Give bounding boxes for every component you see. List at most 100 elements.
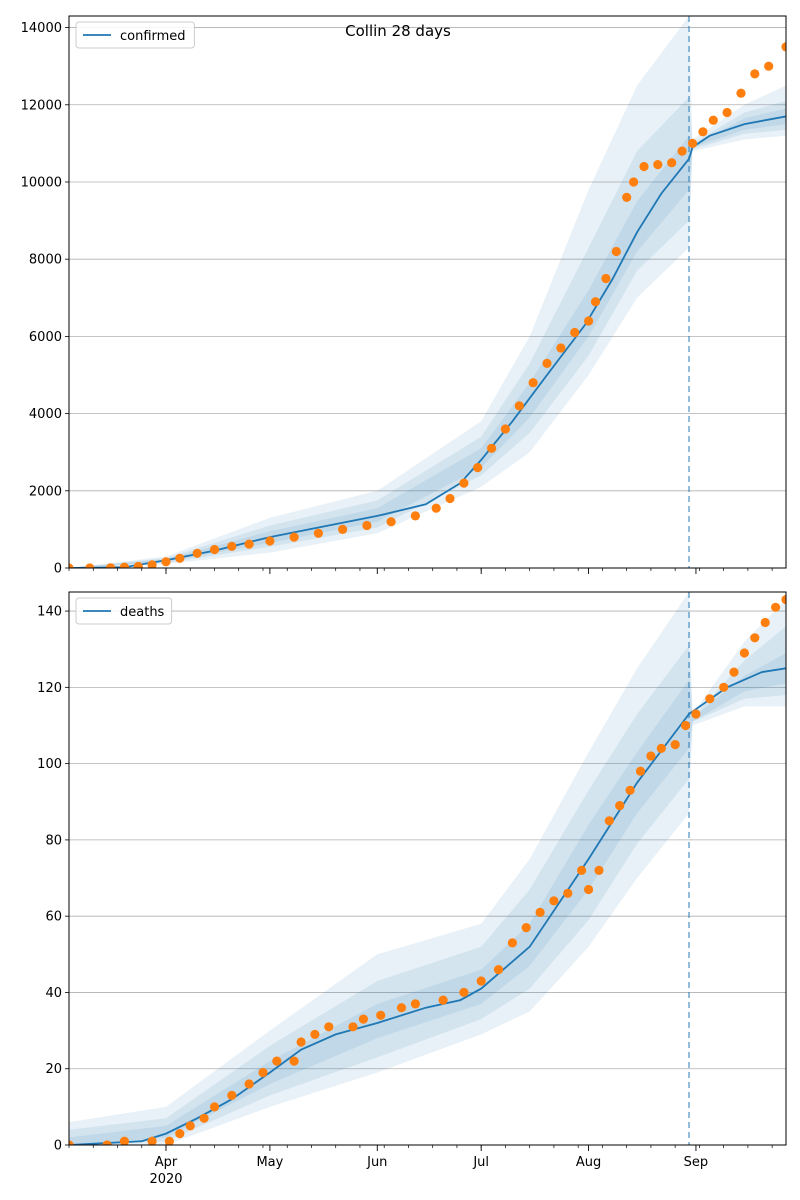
- y-tick-label: 60: [45, 910, 62, 925]
- observed-point: [705, 694, 715, 704]
- observed-point: [199, 1113, 209, 1123]
- observed-point: [289, 1056, 299, 1066]
- observed-point: [594, 865, 604, 876]
- observed-point: [584, 316, 594, 326]
- confidence-band-inner: [69, 653, 786, 1145]
- x-tick-label: Sep: [684, 1155, 709, 1170]
- observed-point: [209, 544, 220, 555]
- observed-point: [244, 539, 254, 549]
- observed-point: [722, 107, 732, 118]
- observed-point: [227, 1090, 237, 1100]
- observed-point: [750, 69, 760, 79]
- y-tick-label: 6000: [29, 330, 62, 345]
- observed-point: [410, 511, 420, 521]
- legend-label: confirmed: [120, 29, 186, 44]
- observed-point: [265, 536, 275, 546]
- observed-point: [69, 563, 74, 568]
- observed-point: [338, 524, 348, 535]
- observed-point: [438, 995, 448, 1005]
- observed-point: [653, 160, 663, 170]
- observed-point: [622, 192, 632, 202]
- observed-point: [147, 560, 157, 568]
- observed-point: [431, 503, 441, 513]
- observed-point: [147, 1136, 157, 1145]
- observed-point: [615, 801, 625, 811]
- observed-point: [556, 343, 566, 353]
- observed-point: [69, 1140, 74, 1145]
- observed-point: [677, 146, 687, 156]
- observed-point: [760, 617, 770, 628]
- observed-point: [362, 520, 372, 531]
- x-tick-label: Apr: [155, 1155, 178, 1170]
- observed-point: [296, 1037, 306, 1047]
- observed-point: [656, 743, 666, 754]
- observed-point: [670, 740, 680, 750]
- observed-point: [289, 532, 299, 542]
- observed-point: [577, 865, 587, 876]
- observed-point: [227, 541, 237, 552]
- x-tick-label: Aug: [576, 1155, 601, 1170]
- observed-point: [386, 517, 396, 527]
- figure-title: Collin 28 days: [345, 22, 451, 40]
- observed-point: [507, 938, 517, 948]
- observed-point: [175, 1129, 185, 1139]
- y-tick-label: 10000: [21, 175, 62, 190]
- confidence-band-outer: [69, 592, 786, 1145]
- observed-point: [691, 709, 701, 719]
- observed-point: [708, 115, 718, 125]
- y-tick-label: 80: [45, 833, 62, 848]
- x-tick-label: May: [256, 1155, 283, 1170]
- x-tick-sublabel: 2020: [149, 1172, 182, 1187]
- observed-point: [376, 1010, 386, 1020]
- confirmed-panel: 0 2000 4000 6000 8000 10000 12000 14000 confirme…: [21, 15, 787, 577]
- observed-point: [324, 1022, 334, 1032]
- observed-point: [119, 1136, 129, 1145]
- legend: confirmed: [75, 21, 195, 49]
- observed-point: [681, 720, 691, 731]
- observed-point: [258, 1067, 268, 1078]
- observed-point: [604, 816, 614, 826]
- observed-point: [459, 478, 469, 488]
- observed-point: [459, 987, 469, 998]
- y-tick-label: 120: [37, 681, 62, 696]
- observed-point: [687, 138, 698, 148]
- observed-point: [313, 528, 323, 538]
- confidence-band-outer: [69, 16, 786, 568]
- observed-point: [445, 493, 455, 504]
- observed-point: [272, 1056, 282, 1066]
- observed-point: [781, 595, 786, 605]
- observed-point: [771, 602, 781, 612]
- observed-point: [358, 1014, 368, 1024]
- observed-point: [175, 553, 185, 563]
- observed-point: [736, 88, 746, 98]
- observed-point: [563, 888, 573, 898]
- observed-point: [635, 766, 646, 776]
- plot-frame: [68, 15, 787, 569]
- observed-point: [209, 1102, 220, 1112]
- observed-point: [667, 158, 677, 168]
- x-tick-label: Jun: [366, 1155, 387, 1170]
- plot-frame: [68, 591, 787, 1146]
- observed-point: [85, 563, 95, 568]
- observed-point: [119, 562, 129, 568]
- observed-point: [185, 1121, 195, 1131]
- observed-point: [639, 161, 649, 172]
- observed-point: [102, 1140, 112, 1145]
- observed-point: [698, 127, 708, 137]
- observed-point: [764, 61, 774, 71]
- observed-point: [625, 785, 635, 795]
- observed-point: [192, 548, 202, 558]
- observed-point: [161, 557, 171, 567]
- y-tick-label: 4000: [29, 407, 62, 422]
- observed-point: [106, 563, 116, 568]
- observed-point: [164, 1136, 174, 1145]
- observed-point: [549, 896, 559, 906]
- observed-point: [528, 378, 538, 388]
- observed-point: [729, 667, 739, 677]
- observed-point: [310, 1029, 320, 1039]
- observed-point: [646, 751, 656, 761]
- observed-point: [719, 682, 729, 692]
- observed-point: [521, 923, 531, 933]
- observed-point: [590, 297, 601, 307]
